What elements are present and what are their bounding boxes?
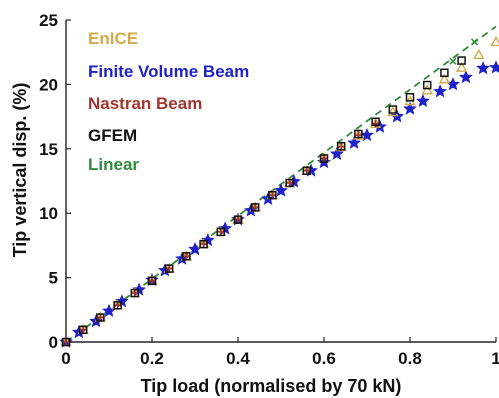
data-point: [147, 276, 157, 286]
y-tick-label: 25: [39, 11, 58, 30]
data-point: [78, 325, 88, 335]
y-tick-label: 0: [49, 333, 58, 352]
data-point: [182, 252, 191, 261]
data-point: [446, 77, 460, 91]
y-tick-label: 10: [39, 204, 58, 223]
x-axis-label: Tip load (normalised by 70 kN): [141, 376, 402, 396]
data-point: [458, 70, 473, 84]
data-point: [130, 288, 140, 298]
data-point: [274, 183, 288, 197]
data-point: [234, 215, 242, 224]
data-point: [285, 178, 294, 187]
data-point: [438, 73, 451, 84]
data-point: [440, 68, 449, 78]
series-gfem: [61, 56, 466, 347]
data-point: [470, 38, 479, 46]
y-tick-label: 5: [49, 269, 58, 288]
data-point: [329, 146, 344, 160]
x-tick-label: 0.2: [140, 349, 164, 368]
data-point: [403, 101, 417, 115]
data-point: [302, 166, 312, 175]
data-point: [457, 56, 466, 65]
data-point: [371, 119, 380, 128]
data-point: [79, 325, 88, 334]
legend-entry: Linear: [88, 155, 139, 174]
data-point: [132, 282, 147, 296]
data-point: [188, 241, 202, 256]
data-point: [268, 191, 277, 200]
data-point: [449, 57, 457, 65]
x-tick-label: 0.4: [226, 349, 250, 368]
data-point: [302, 166, 311, 175]
data-point: [387, 106, 399, 117]
data-point: [96, 313, 105, 322]
data-point: [415, 93, 430, 108]
x-tick-label: 0.6: [312, 349, 336, 368]
data-point: [182, 252, 191, 261]
data-point: [388, 105, 398, 114]
legend-entry: Nastran Beam: [88, 94, 202, 113]
data-point: [113, 301, 122, 310]
data-point: [130, 289, 139, 298]
data-point: [165, 264, 174, 273]
data-point: [61, 337, 71, 347]
y-tick-label: 20: [39, 75, 58, 94]
data-point: [473, 48, 485, 59]
legend-entry: Finite Volume Beam: [88, 62, 249, 81]
data-point: [319, 154, 329, 163]
data-point: [490, 35, 499, 47]
data-point: [164, 264, 174, 273]
y-axis-label: Tip vertical disp. (%): [10, 83, 30, 258]
data-point: [489, 60, 499, 74]
data-point: [476, 61, 491, 75]
x-tick-label: 1: [491, 349, 499, 368]
data-point: [62, 338, 70, 346]
data-point: [354, 129, 363, 139]
data-point: [347, 135, 362, 149]
legend: EnICE Finite Volume Beam Nastran Beam GFEM L…: [88, 29, 249, 174]
legend-entry: EnICE: [88, 29, 138, 48]
data-point: [113, 301, 122, 310]
axes: [65, 20, 496, 343]
data-point: [250, 203, 260, 212]
data-point: [233, 215, 243, 224]
data-point: [218, 221, 233, 235]
x-tick-label: 0.8: [398, 349, 422, 368]
data-point: [102, 303, 116, 317]
data-point: [433, 84, 448, 98]
data-point: [422, 80, 432, 90]
data-point: [455, 61, 468, 72]
legend-entry: GFEM: [88, 126, 137, 145]
data-point: [251, 203, 260, 212]
data-point: [285, 178, 294, 188]
data-point: [371, 117, 380, 127]
data-point: [199, 239, 208, 249]
data-point: [336, 141, 346, 151]
x-tick-label: 0: [61, 349, 70, 368]
data-point: [148, 276, 156, 285]
data-point: [216, 227, 225, 236]
data-point: [216, 227, 226, 237]
data-point: [320, 154, 328, 163]
y-tick-label: 15: [39, 140, 58, 159]
data-point: [421, 84, 433, 95]
data-point: [405, 93, 415, 102]
data-point: [96, 313, 105, 322]
series-nastran-beam: [62, 119, 380, 346]
data-point: [268, 190, 277, 200]
data-point: [199, 240, 208, 249]
plot-area: [59, 25, 499, 348]
